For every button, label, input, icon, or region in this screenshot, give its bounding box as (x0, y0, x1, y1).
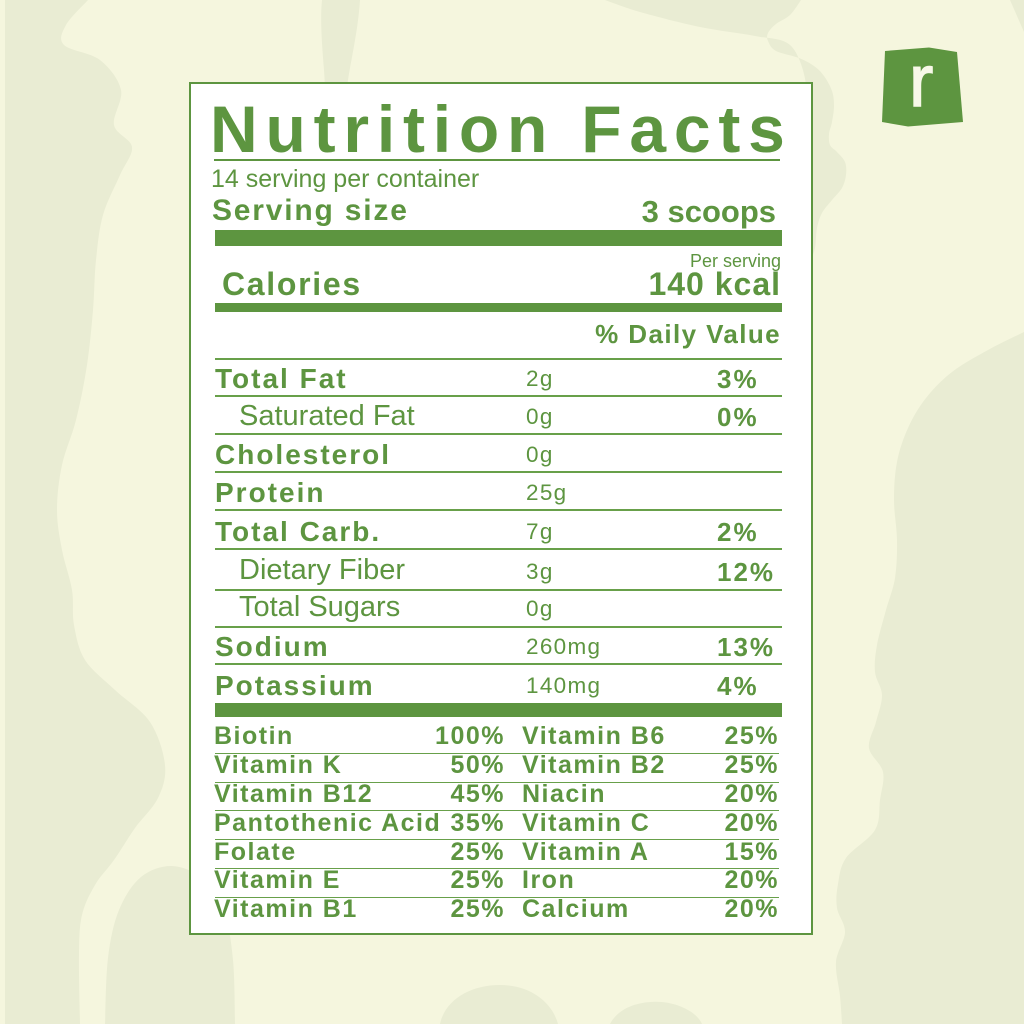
svg-text:r: r (909, 41, 933, 122)
